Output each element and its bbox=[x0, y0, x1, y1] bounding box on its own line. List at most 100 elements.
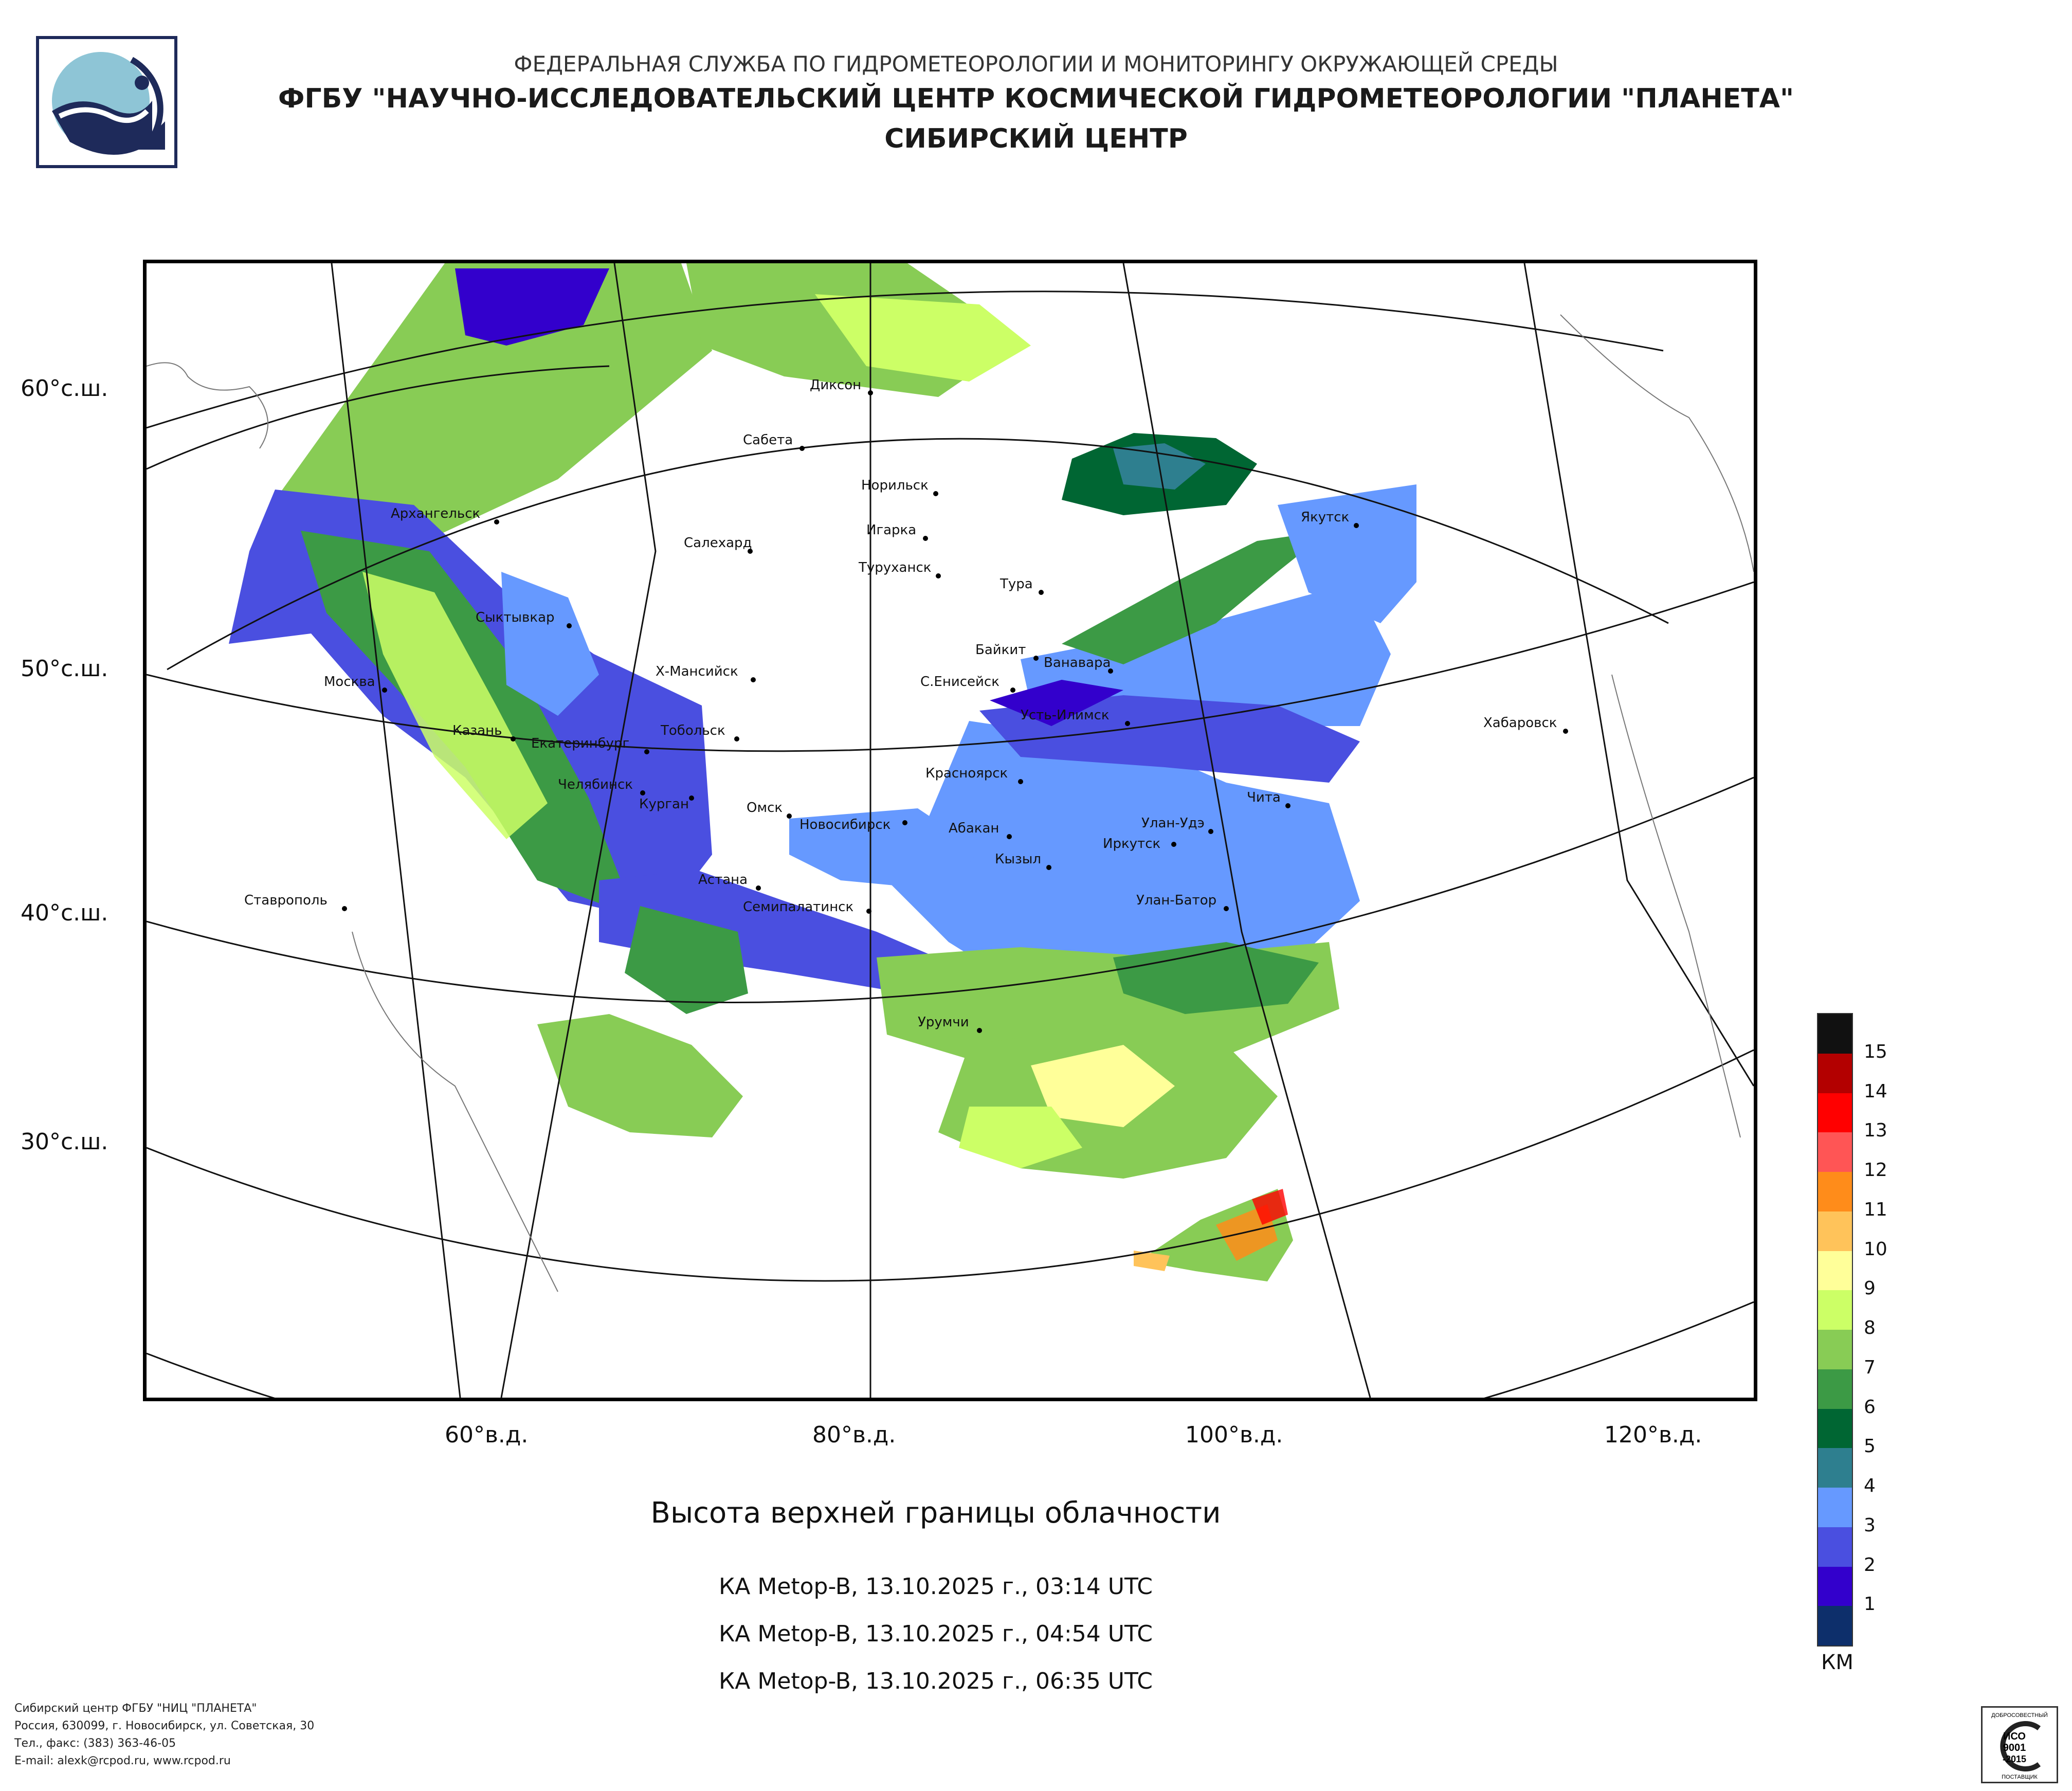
svg-text:Тобольск: Тобольск bbox=[660, 723, 725, 738]
svg-text:Сыктывкар: Сыктывкар bbox=[476, 610, 555, 625]
city-igarka: Игарка bbox=[866, 522, 928, 541]
svg-text:ИСО: ИСО bbox=[2003, 1731, 2026, 1742]
city-ulan-ude: Улан-Удэ bbox=[1141, 816, 1213, 834]
city-krasnoyarsk: Красноярск bbox=[925, 766, 1023, 784]
city-omsk: Омск bbox=[747, 800, 792, 819]
legend-level-label: 1 bbox=[1864, 1594, 1876, 1615]
city-turukhansk: Туруханск bbox=[858, 560, 941, 578]
lon-label-80: 80°в.д. bbox=[812, 1422, 896, 1448]
graticule bbox=[147, 263, 1754, 1398]
svg-text:ДОБРОСОВЕСТНЫЙ: ДОБРОСОВЕСТНЫЙ bbox=[1991, 1712, 2048, 1718]
city-khabarovsk: Хабаровск bbox=[1483, 715, 1568, 734]
svg-text:Астана: Астана bbox=[698, 872, 748, 888]
city-khanty-mansiysk: Х-Мансийск bbox=[656, 664, 756, 682]
contact-footer: Сибирский центр ФГБУ "НИЦ "ПЛАНЕТА" Росс… bbox=[14, 1700, 314, 1770]
lat-label-40: 40°с.ш. bbox=[21, 900, 108, 926]
cloud-top-height-map: Диксон Сабета Норильск Архангельск Салех… bbox=[143, 260, 1757, 1401]
city-abakan: Абакан bbox=[949, 821, 1012, 839]
iso-certification-badge: ДОБРОСОВЕСТНЫЙ ИСО 9001 -2015 ПОСТАВЩИК bbox=[1981, 1706, 2058, 1783]
legend-swatch bbox=[1818, 1408, 1852, 1449]
svg-text:Чита: Чита bbox=[1247, 790, 1281, 805]
svg-text:Новосибирск: Новосибирск bbox=[799, 817, 890, 833]
legend-level-label: 6 bbox=[1864, 1396, 1876, 1418]
svg-text:Омск: Омск bbox=[747, 800, 783, 816]
city-tobolsk: Тобольск bbox=[660, 723, 739, 741]
legend-level-label: 4 bbox=[1864, 1475, 1876, 1496]
legend-swatch bbox=[1818, 1172, 1852, 1211]
svg-text:Норильск: Норильск bbox=[861, 478, 929, 493]
svg-text:-2015: -2015 bbox=[2003, 1754, 2026, 1764]
legend-level-label: 11 bbox=[1864, 1199, 1887, 1220]
center-title: СИБИРСКИЙ ЦЕНТР bbox=[884, 123, 1188, 154]
city-s-eniseysk: С.Енисейск bbox=[920, 674, 1015, 693]
city-chita: Чита bbox=[1247, 790, 1291, 808]
legend-swatch bbox=[1818, 1132, 1852, 1172]
city-salekhard: Салехард bbox=[684, 535, 753, 554]
cloud-swath bbox=[229, 263, 1416, 1294]
coastlines bbox=[147, 314, 1754, 1292]
legend-unit: КМ bbox=[1821, 1651, 1853, 1674]
svg-text:Байкит: Байкит bbox=[975, 642, 1026, 658]
legend-swatch bbox=[1818, 1290, 1852, 1330]
legend-level-label: 15 bbox=[1864, 1041, 1887, 1062]
city-dikson: Диксон bbox=[810, 377, 873, 395]
svg-text:Семипалатинск: Семипалатинск bbox=[743, 899, 853, 915]
city-markers: Диксон Сабета Норильск Архангельск Салех… bbox=[244, 377, 1568, 1033]
city-tura: Тура bbox=[999, 576, 1044, 595]
city-ulan-bator: Улан-Батор bbox=[1136, 893, 1229, 911]
legend-swatch bbox=[1818, 1211, 1852, 1251]
city-stavropol: Ставрополь bbox=[244, 893, 347, 911]
institute-title: ФГБУ "НАУЧНО-ИССЛЕДОВАТЕЛЬСКИЙ ЦЕНТР КОС… bbox=[278, 83, 1794, 114]
lon-label-120: 120°в.д. bbox=[1604, 1422, 1702, 1448]
city-urumqi: Урумчи bbox=[918, 1015, 982, 1033]
footer-phone: Тел., факс: (383) 363-46-05 bbox=[14, 1737, 176, 1750]
city-arkhangelsk: Архангельск bbox=[391, 506, 499, 524]
svg-text:Архангельск: Архангельск bbox=[391, 506, 480, 521]
city-novosibirsk: Новосибирск bbox=[799, 817, 907, 833]
svg-text:Х-Мансийск: Х-Мансийск bbox=[656, 664, 738, 679]
legend-level-label: 10 bbox=[1864, 1238, 1887, 1260]
svg-text:Улан-Батор: Улан-Батор bbox=[1136, 893, 1216, 908]
svg-text:С.Енисейск: С.Енисейск bbox=[920, 674, 999, 690]
city-kurgan: Курган bbox=[639, 795, 694, 812]
pass-2: КА Metop-B, 13.10.2025 г., 04:54 UTC bbox=[719, 1621, 1153, 1647]
svg-text:Курган: Курган bbox=[639, 797, 689, 812]
svg-text:Екатеринбург: Екатеринбург bbox=[531, 736, 629, 751]
svg-text:Тура: Тура bbox=[999, 576, 1033, 592]
footer-org: Сибирский центр ФГБУ "НИЦ "ПЛАНЕТА" bbox=[14, 1702, 257, 1715]
city-ekaterinburg: Екатеринбург bbox=[531, 736, 649, 754]
agency-title: ФЕДЕРАЛЬНАЯ СЛУЖБА ПО ГИДРОМЕТЕОРОЛОГИИ … bbox=[514, 51, 1558, 77]
legend-swatch bbox=[1818, 1251, 1852, 1291]
legend-level-label: 13 bbox=[1864, 1120, 1887, 1142]
legend-swatch bbox=[1818, 1606, 1852, 1645]
svg-text:Иркутск: Иркутск bbox=[1103, 836, 1160, 852]
svg-text:Москва: Москва bbox=[324, 674, 375, 690]
legend-level-label: 12 bbox=[1864, 1160, 1887, 1181]
svg-text:ПОСТАВЩИК: ПОСТАВЩИК bbox=[2002, 1774, 2038, 1780]
legend-swatch bbox=[1818, 1053, 1852, 1093]
legend-swatch bbox=[1818, 1093, 1852, 1133]
svg-text:Челябинск: Челябинск bbox=[558, 777, 633, 792]
svg-text:Туруханск: Туруханск bbox=[858, 560, 931, 575]
height-legend bbox=[1817, 1013, 1853, 1647]
legend-swatch bbox=[1818, 1448, 1852, 1488]
city-norilsk: Норильск bbox=[861, 478, 938, 496]
svg-text:Игарка: Игарка bbox=[866, 522, 916, 538]
svg-text:Диксон: Диксон bbox=[810, 377, 861, 393]
map-title: Высота верхней границы облачности bbox=[650, 1496, 1221, 1530]
svg-text:Абакан: Абакан bbox=[949, 821, 999, 836]
svg-text:Сабета: Сабета bbox=[743, 432, 793, 448]
legend-level-label: 5 bbox=[1864, 1436, 1876, 1457]
legend-level-label: 7 bbox=[1864, 1356, 1876, 1378]
lon-label-100: 100°в.д. bbox=[1185, 1422, 1283, 1448]
city-kyzyl: Кызыл bbox=[995, 852, 1051, 870]
legend-level-label: 14 bbox=[1864, 1080, 1887, 1102]
lat-label-30: 30°с.ш. bbox=[21, 1129, 108, 1155]
iso-badge-icon: ДОБРОСОВЕСТНЫЙ ИСО 9001 -2015 ПОСТАВЩИК bbox=[1991, 1712, 2048, 1780]
city-semipalatinsk: Семипалатинск bbox=[743, 899, 871, 915]
svg-text:Урумчи: Урумчи bbox=[918, 1015, 969, 1030]
city-ust-ilimsk: Усть-Илимск bbox=[1021, 708, 1130, 726]
svg-text:Красноярск: Красноярск bbox=[925, 766, 1008, 781]
city-kazan: Казань bbox=[452, 723, 516, 741]
legend-swatch bbox=[1818, 1566, 1852, 1606]
